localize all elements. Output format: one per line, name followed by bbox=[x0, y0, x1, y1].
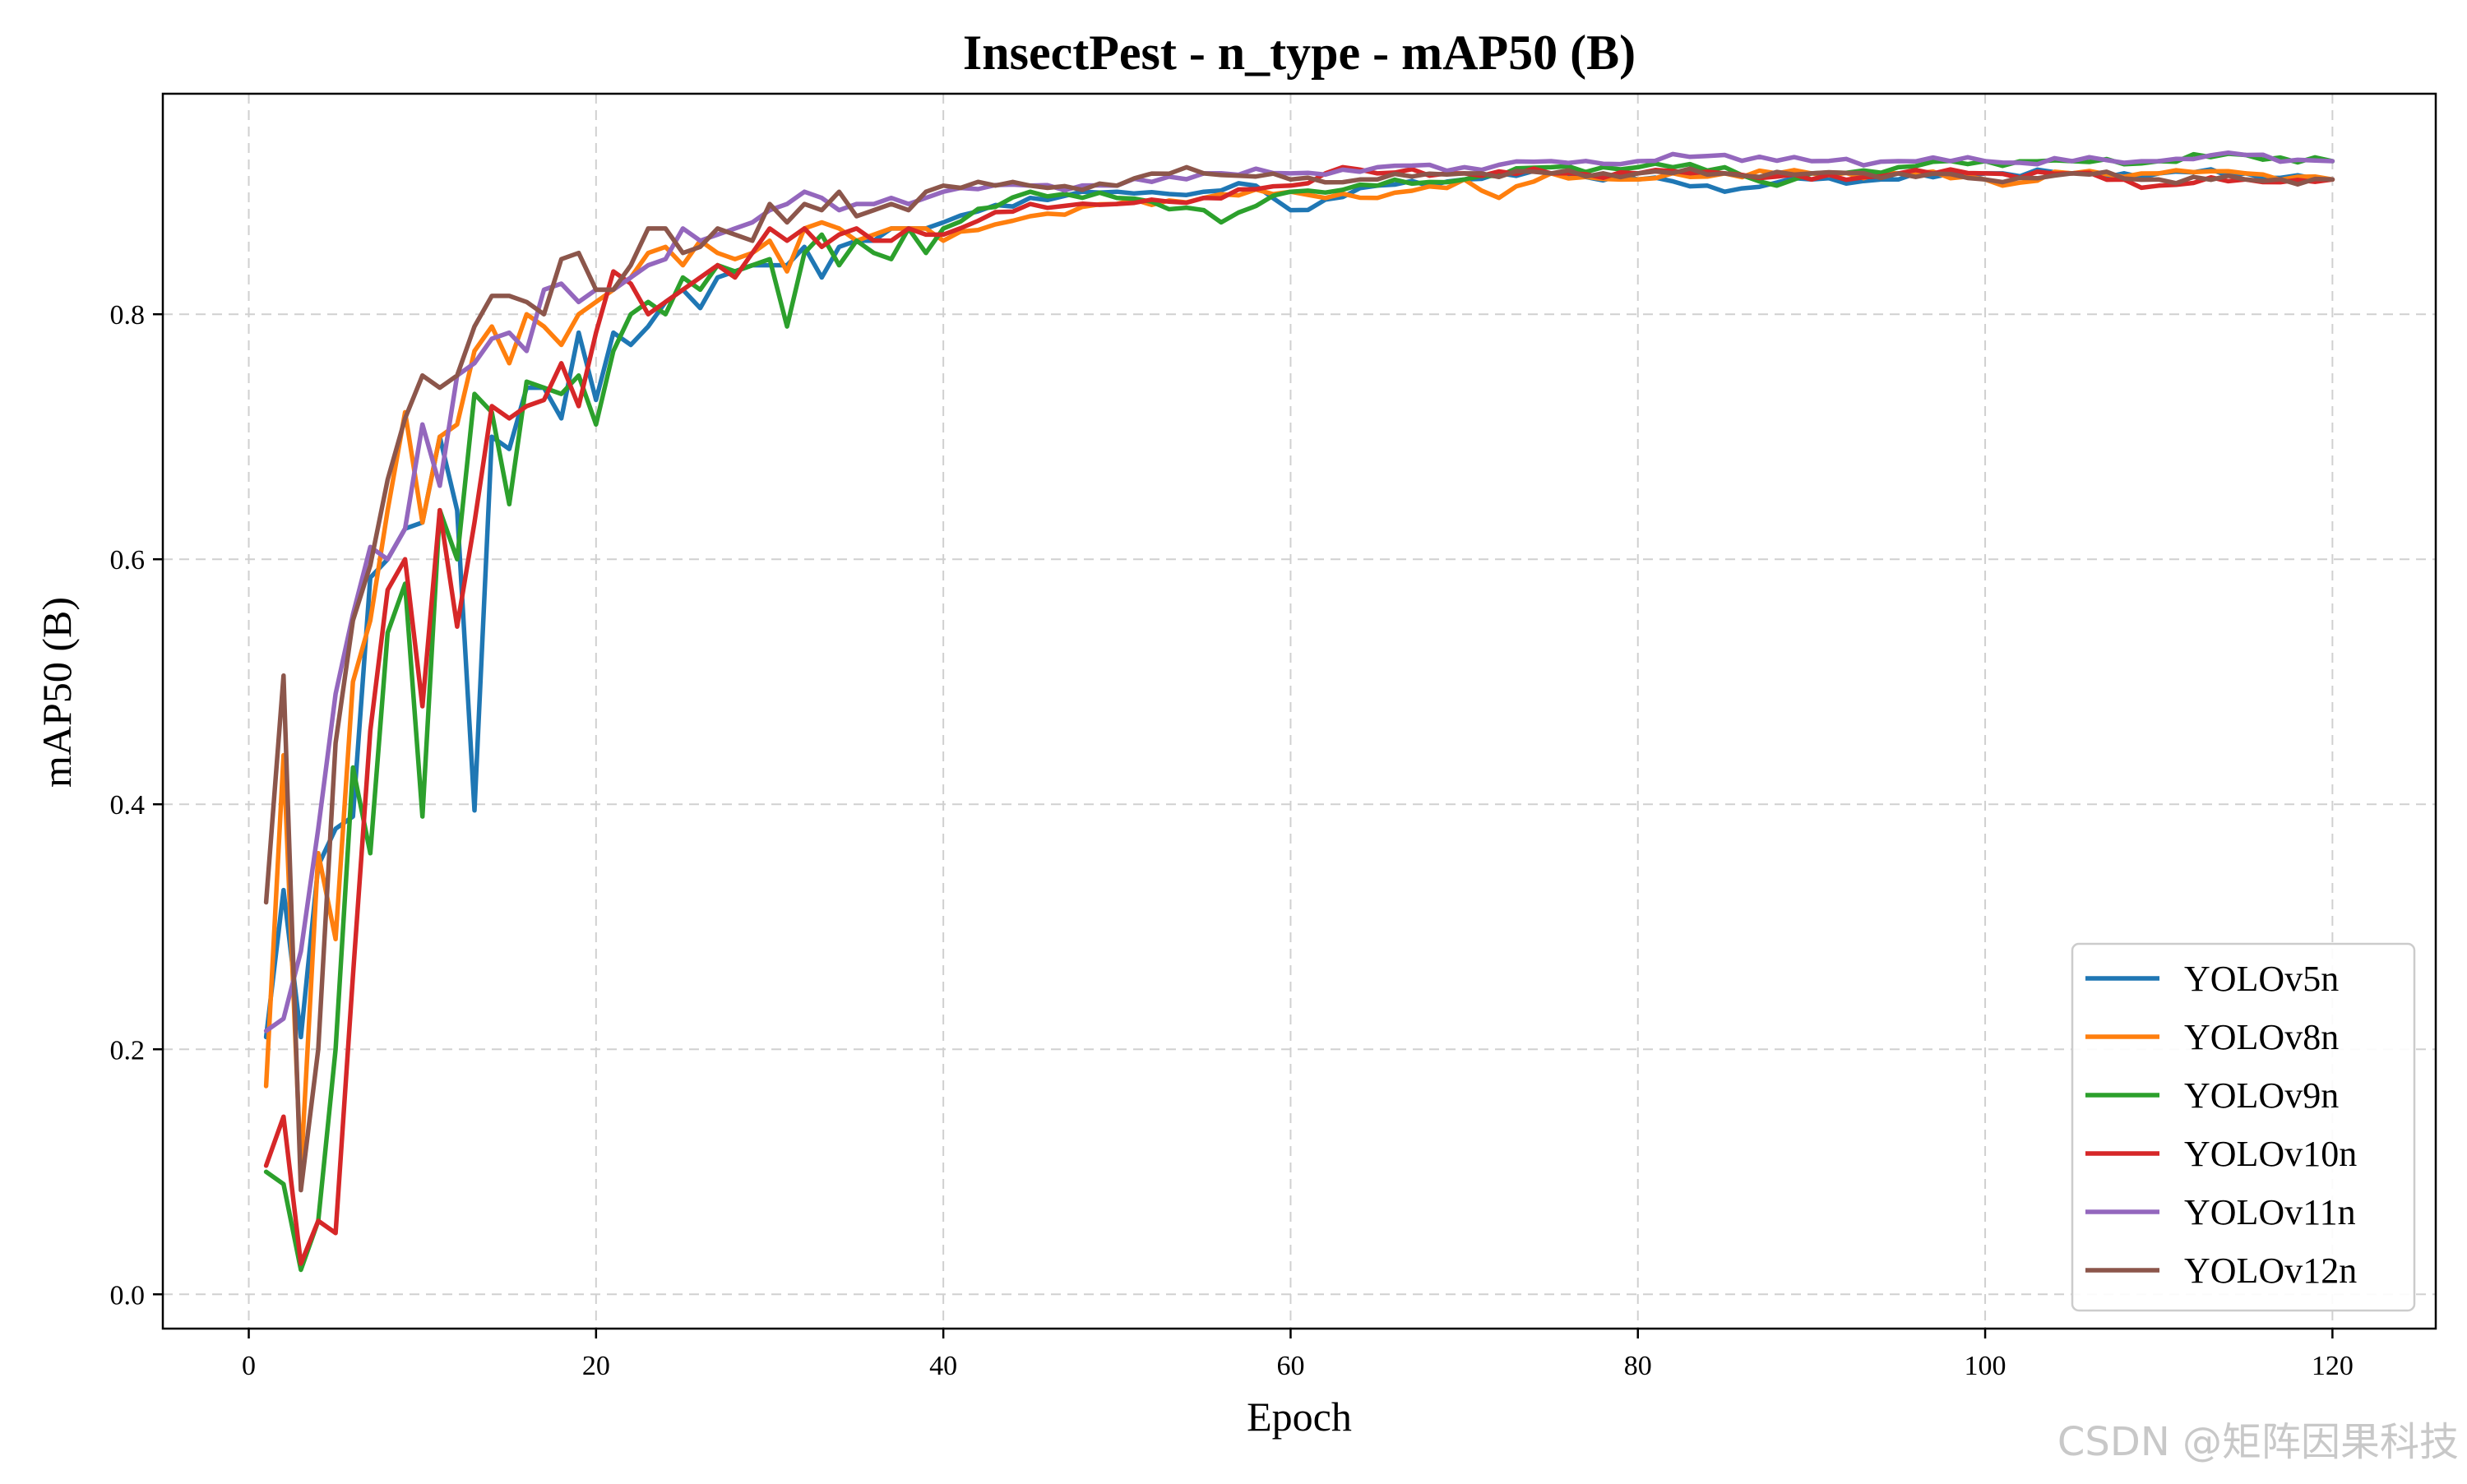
y-tick-label: 0.6 bbox=[110, 545, 146, 576]
x-tick-label: 20 bbox=[582, 1351, 610, 1381]
x-tick-label: 120 bbox=[2312, 1351, 2354, 1381]
watermark-text: CSDN @矩阵因果科技 bbox=[2057, 1419, 2459, 1465]
legend-label: YOLOv11n bbox=[2184, 1192, 2356, 1232]
y-axis-label: mAP50 (B) bbox=[34, 597, 80, 788]
y-tick-label: 0.8 bbox=[110, 300, 146, 331]
y-tick-label: 0.4 bbox=[110, 790, 146, 821]
legend-label: YOLOv12n bbox=[2184, 1251, 2357, 1291]
legend-label: YOLOv8n bbox=[2184, 1017, 2339, 1057]
x-tick-label: 100 bbox=[1965, 1351, 2006, 1381]
legend: YOLOv5n YOLOv8n YOLOv9n YOLOv10n YOLOv11n YOL… bbox=[2071, 942, 2416, 1312]
x-tick-label: 80 bbox=[1624, 1351, 1652, 1381]
x-tick-label: 0 bbox=[242, 1351, 256, 1381]
x-tick-label: 60 bbox=[1276, 1351, 1304, 1381]
x-tick-label: 40 bbox=[929, 1351, 957, 1381]
series-lines bbox=[263, 150, 2335, 1273]
legend-label: YOLOv5n bbox=[2184, 959, 2339, 999]
y-tick-label: 0.2 bbox=[110, 1035, 146, 1066]
axes: 0 20 40 60 80 100 120 0.0 0.2 0.4 0.6 0.8 bbox=[110, 300, 2354, 1381]
plot-frame bbox=[161, 92, 2437, 1330]
legend-label: YOLOv10n bbox=[2184, 1134, 2357, 1174]
series-line-yolov10n bbox=[263, 164, 2335, 1266]
x-axis-label: Epoch bbox=[1247, 1394, 1352, 1440]
legend-label: YOLOv9n bbox=[2184, 1075, 2339, 1116]
series-line-yolov12n bbox=[263, 164, 2335, 1193]
grid bbox=[163, 94, 2436, 1329]
chart-title: InsectPest - n_type - mAP50 (B) bbox=[963, 25, 1636, 80]
y-tick-label: 0.0 bbox=[110, 1280, 146, 1311]
